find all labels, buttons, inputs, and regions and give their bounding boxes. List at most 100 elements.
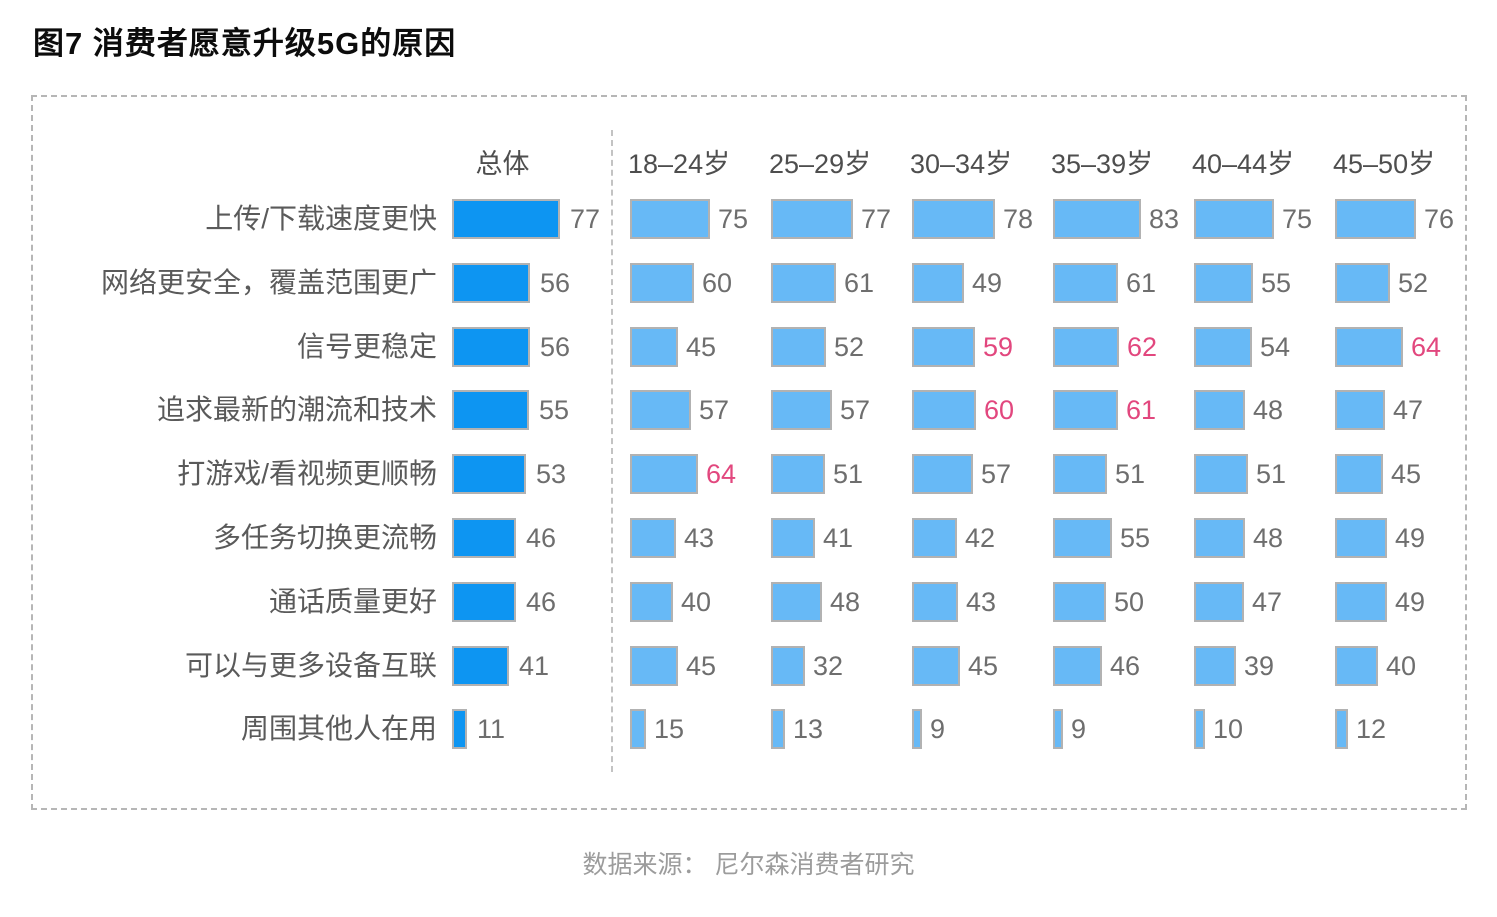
value-age-group: 43 [966, 587, 997, 617]
bar-age-group [1335, 199, 1416, 239]
chart-row: 打游戏/看视频更顺畅 53 64 51 57 51 51 45 [33, 454, 1465, 494]
bar-overall [452, 518, 516, 558]
bar-age-group [1194, 646, 1236, 686]
bar-age-group [1194, 390, 1245, 430]
row-label: 通话质量更好 [268, 586, 437, 617]
bar-age-group [1053, 199, 1141, 239]
bar-age-group [1053, 646, 1102, 686]
value-overall: 56 [540, 268, 571, 298]
value-age-group: 45 [968, 651, 999, 681]
value-age-group: 9 [1071, 714, 1087, 744]
value-age-group: 48 [830, 587, 861, 617]
column-header-overall: 总体 [475, 149, 530, 179]
bar-age-group [912, 263, 964, 303]
bar-age-group [1053, 454, 1107, 494]
row-label: 信号更稳定 [296, 331, 437, 362]
bar-age-group [912, 582, 958, 622]
value-age-group: 40 [1386, 651, 1417, 681]
value-age-group-highlighted: 64 [1411, 332, 1442, 362]
bar-age-group [630, 327, 678, 367]
value-overall: 77 [570, 204, 601, 234]
value-age-group: 57 [699, 395, 730, 425]
chart-row: 上传/下载速度更快 77 75 77 78 83 75 76 [33, 199, 1465, 239]
bar-age-group [1053, 518, 1112, 558]
value-age-group: 45 [686, 651, 717, 681]
chart-row: 可以与更多设备互联 41 45 32 45 46 39 40 [33, 646, 1465, 686]
value-age-group: 51 [833, 459, 864, 489]
bar-age-group [771, 582, 822, 622]
value-age-group: 76 [1424, 204, 1455, 234]
row-label: 周围其他人在用 [240, 713, 437, 744]
row-label: 打游戏/看视频更顺畅 [177, 458, 437, 489]
value-age-group-highlighted: 61 [1126, 395, 1157, 425]
value-overall: 53 [536, 459, 567, 489]
bar-age-group [1335, 390, 1385, 430]
column-header-age: 40–44岁 [1192, 149, 1295, 179]
bar-age-group [912, 327, 975, 367]
value-overall: 41 [519, 651, 550, 681]
chart-row: 周围其他人在用 11 15 13 9 9 10 12 [33, 709, 1465, 749]
chart-panel: 总体 18–24岁 25–29岁 30–34岁 35–39岁 40–44岁 45–50岁 上… [31, 95, 1467, 810]
bar-age-group [1194, 327, 1252, 367]
bar-age-group [771, 390, 832, 430]
column-header-age: 25–29岁 [769, 149, 872, 179]
bar-age-group [1053, 327, 1119, 367]
row-label: 网络更安全，覆盖范围更广 [100, 267, 437, 298]
value-age-group: 13 [793, 714, 824, 744]
value-age-group: 48 [1253, 395, 1284, 425]
value-age-group-highlighted: 60 [984, 395, 1015, 425]
value-age-group: 48 [1253, 523, 1284, 553]
value-age-group: 52 [834, 332, 865, 362]
value-age-group: 83 [1149, 204, 1180, 234]
value-age-group: 77 [861, 204, 892, 234]
value-age-group: 12 [1356, 714, 1387, 744]
value-age-group: 49 [1395, 523, 1426, 553]
bar-age-group [1194, 709, 1205, 749]
chart-row: 信号更稳定 56 45 52 59 62 54 64 [33, 327, 1465, 367]
bar-age-group [912, 199, 995, 239]
value-overall: 56 [540, 332, 571, 362]
bar-age-group [912, 709, 922, 749]
value-age-group: 75 [718, 204, 749, 234]
bar-age-group [630, 518, 676, 558]
bar-age-group [1194, 518, 1245, 558]
bar-age-group [1335, 709, 1348, 749]
bar-age-group [630, 454, 698, 494]
bar-age-group [912, 454, 973, 494]
bar-age-group [1335, 263, 1390, 303]
bar-age-group [1053, 709, 1063, 749]
bar-overall [452, 709, 467, 749]
row-label: 上传/下载速度更快 [205, 203, 437, 234]
value-age-group: 9 [930, 714, 946, 744]
bar-overall [452, 263, 530, 303]
bar-age-group [630, 390, 691, 430]
value-age-group-highlighted: 64 [706, 459, 737, 489]
chart-row: 通话质量更好 46 40 48 43 50 47 49 [33, 582, 1465, 622]
column-header-age: 30–34岁 [910, 149, 1013, 179]
value-age-group: 32 [813, 651, 844, 681]
value-age-group: 55 [1261, 268, 1292, 298]
bar-overall [452, 646, 509, 686]
value-age-group: 43 [684, 523, 715, 553]
bar-age-group [630, 646, 678, 686]
bar-age-group [912, 646, 960, 686]
value-overall: 11 [477, 714, 506, 744]
bar-age-group [771, 263, 836, 303]
bar-age-group [630, 263, 694, 303]
bar-age-group [771, 327, 826, 367]
bar-overall [452, 390, 529, 430]
bar-age-group [1335, 646, 1378, 686]
value-overall: 46 [526, 523, 557, 553]
value-age-group: 75 [1282, 204, 1313, 234]
value-age-group: 39 [1244, 651, 1275, 681]
bar-age-group [1335, 518, 1387, 558]
value-age-group: 61 [1126, 268, 1157, 298]
bar-age-group [771, 709, 785, 749]
bar-age-group [630, 709, 646, 749]
column-header-age: 35–39岁 [1051, 149, 1154, 179]
value-age-group-highlighted: 59 [983, 332, 1014, 362]
value-age-group: 15 [654, 714, 685, 744]
bar-overall [452, 454, 526, 494]
bar-age-group [771, 518, 815, 558]
